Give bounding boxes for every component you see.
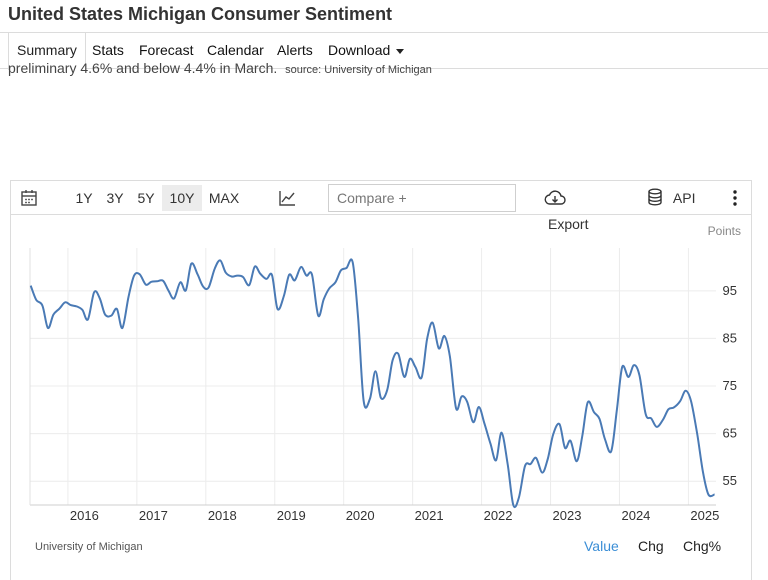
calendar-icon[interactable]: [19, 185, 39, 211]
description-source: source: University of Michigan: [285, 64, 432, 76]
range-5y-button[interactable]: 5Y: [137, 190, 155, 206]
compare-input[interactable]: [328, 184, 516, 212]
tab-download-label: Download: [328, 42, 391, 58]
tab-bar: Summary Stats Forecast Calendar Alerts D…: [0, 32, 768, 70]
api-button[interactable]: API: [647, 185, 697, 211]
chart-card: 1Y 3Y 5Y 10Y MAX Export: [10, 180, 752, 580]
export-label: Export: [548, 216, 589, 232]
chart-toolbar: 1Y 3Y 5Y 10Y MAX Export: [11, 181, 751, 232]
chg-toggle[interactable]: Chg: [638, 538, 664, 554]
chart-type-icon[interactable]: [277, 185, 297, 211]
tab-calendar[interactable]: Calendar: [207, 42, 264, 58]
more-options-icon[interactable]: [727, 185, 743, 211]
range-1y-button[interactable]: 1Y: [75, 190, 93, 206]
export-button[interactable]: Export: [544, 185, 614, 232]
page-title: United States Michigan Consumer Sentimen…: [8, 4, 393, 24]
description: preliminary 4.6% and below 4.4% in March…: [8, 62, 768, 82]
api-label: API: [672, 190, 696, 206]
range-max-button[interactable]: MAX: [208, 190, 240, 206]
tab-alerts[interactable]: Alerts: [277, 42, 313, 58]
tab-summary[interactable]: Summary: [8, 33, 86, 70]
description-text: preliminary 4.6% and below 4.4% in March…: [8, 62, 278, 76]
chgpct-toggle[interactable]: Chg%: [683, 538, 722, 554]
range-3y-button[interactable]: 3Y: [106, 190, 124, 206]
tab-download[interactable]: Download: [326, 33, 406, 68]
cloud-download-icon: [544, 190, 566, 205]
chart-source: University of Michigan: [35, 541, 143, 553]
range-10y-button[interactable]: 10Y: [162, 185, 202, 211]
tab-stats[interactable]: Stats: [92, 42, 124, 58]
caret-down-icon: [396, 48, 405, 54]
database-icon: [648, 188, 662, 206]
value-toggle[interactable]: Value: [584, 538, 619, 554]
tab-forecast[interactable]: Forecast: [139, 42, 194, 58]
